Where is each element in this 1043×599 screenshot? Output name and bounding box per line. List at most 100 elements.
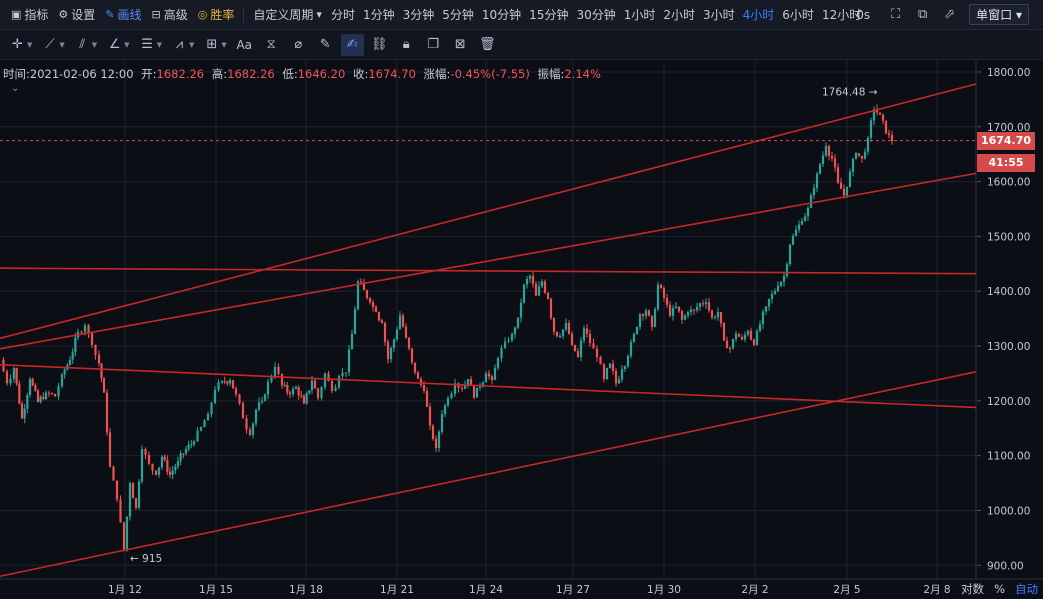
period-tab[interactable]: 5分钟 [442,8,474,22]
fibonacci-icon[interactable]: ☰ [141,37,153,52]
change-value: -0.45%(-7.55) [450,67,530,81]
log-scale-toggle[interactable]: 对数 [961,582,985,596]
ruler-icon[interactable]: ✎ [319,37,331,52]
x-tick-label: 1月 12 [108,584,142,596]
period-tab[interactable]: 1小时 [623,8,656,22]
x-tick-label: 2月 2 [741,584,768,596]
period-tab[interactable]: 6小时 [782,8,814,22]
chevron-down-icon[interactable]: ▼ [221,40,227,49]
candle-body [595,348,599,357]
candle-body [884,120,888,134]
candle-body [507,340,510,342]
chevron-down-icon[interactable]: ▼ [156,40,162,49]
trend-line [0,371,977,578]
chevron-down-icon[interactable]: ▼ [59,40,65,49]
collapse-chevron-icon[interactable]: ⌄ [11,83,20,94]
candle-body [710,310,714,318]
candle-body [457,383,460,388]
percent-scale-toggle[interactable]: % [994,582,1005,596]
auto-scale-toggle[interactable]: 自动 [1015,582,1038,596]
period-tab[interactable]: 分时 [330,8,355,22]
candle-body [108,432,112,467]
candle-body [231,380,235,389]
indicators-button[interactable]: ▣ 指标 [6,6,53,23]
eraser-icon[interactable]: ⌀ [294,37,303,52]
candle-body [800,221,804,225]
lock-icon[interactable]: 🔒︎ [402,37,410,52]
candle-body [182,453,185,455]
advanced-button[interactable]: ⊟ 高级 [147,6,193,23]
chevron-down-icon[interactable]: ▼ [91,40,98,49]
candle-body [223,381,226,383]
period-tab[interactable]: 2小时 [663,8,696,22]
candle-body [644,310,648,317]
candle-body [300,395,303,397]
open-value: 1682.26 [156,67,205,81]
coin-icon: ◎ [197,8,208,21]
angle-icon[interactable]: ∠ [108,37,121,52]
candle-body [510,333,514,341]
x-tick-label: 2月 5 [833,584,860,596]
candle-body [540,281,544,287]
fullscreen-icon[interactable]: ⛶ [891,7,901,22]
custom-period-button[interactable]: 自定义周期 ▾ [248,6,327,23]
candle-body [743,334,747,340]
pattern-icon[interactable]: ⧖ [266,37,276,52]
period-tab[interactable]: 15分钟 [529,8,569,22]
copy-icon[interactable]: ❐ [427,37,440,52]
hide-icon[interactable]: ⊠ [454,37,466,52]
chevron-down-icon[interactable]: ▼ [188,40,195,49]
period-tab[interactable]: 1分钟 [362,8,395,22]
channel-icon[interactable]: ⫽ [79,37,86,52]
candle-body [68,359,72,366]
candle-body [74,337,77,353]
y-tick-label: 1100.00 [987,451,1030,463]
candle-body [154,470,158,475]
candle-body [166,459,169,472]
x-tick-label: 2月 8 [923,584,950,596]
candle-body [383,323,387,342]
window-mode-select[interactable]: 单窗口 ▾ [969,4,1029,25]
screenshot-icon[interactable]: ⧉ [917,7,928,22]
trend-line-icon[interactable]: ⟋ [45,37,55,52]
win-rate-button[interactable]: ◎ 胜率 [193,6,240,23]
wave-icon[interactable]: ⩘ [175,37,184,52]
candle-body [302,396,306,404]
candle-body [555,331,559,337]
x-tick-label: 1月 24 [469,584,503,596]
countdown-label: 0s [856,7,871,22]
period-tab[interactable]: 10分钟 [481,8,522,22]
trash-icon[interactable]: 🗑︎ [478,37,496,52]
candle-body [740,336,744,340]
candle-body [833,158,837,168]
rectangle-icon[interactable]: ⊞ [206,37,218,52]
crosshair-icon[interactable]: ✛ [12,37,23,52]
period-tab[interactable]: 4小时 [742,8,775,22]
candle-body [528,275,532,279]
text-icon[interactable]: Aa [236,37,253,52]
candlestick-chart[interactable]: 1800.00 1700.00 1600.00 1500.00 1400.00 1300.… [0,61,1043,599]
period-tab[interactable]: 30分钟 [576,8,616,22]
candle-body [308,390,311,393]
period-tab[interactable]: 12小时 [821,8,862,22]
period-tab[interactable]: 3小时 [703,8,735,22]
candle-body [463,384,467,389]
settings-button[interactable]: ⚙ 设置 [53,6,100,23]
candle-body [546,292,550,299]
candle-body [401,315,405,327]
candle-body [416,372,420,379]
candle-body [453,383,457,394]
drawing-button[interactable]: ✎ 画线 [100,6,146,23]
candle-body [359,281,363,283]
chevron-down-icon[interactable]: ▼ [27,40,33,49]
window-mode-label: 单窗口 [976,8,1013,22]
candle-body [887,133,891,136]
candle-body [320,387,323,399]
candle-body [839,182,843,189]
magnet-icon[interactable]: ✍ [340,33,364,56]
popout-icon[interactable]: ⬀ [944,7,956,22]
period-tab[interactable]: 3分钟 [402,8,435,22]
candle-body [174,466,177,471]
link-icon[interactable]: ⛓ [370,37,388,52]
chevron-down-icon[interactable]: ▼ [124,40,130,49]
